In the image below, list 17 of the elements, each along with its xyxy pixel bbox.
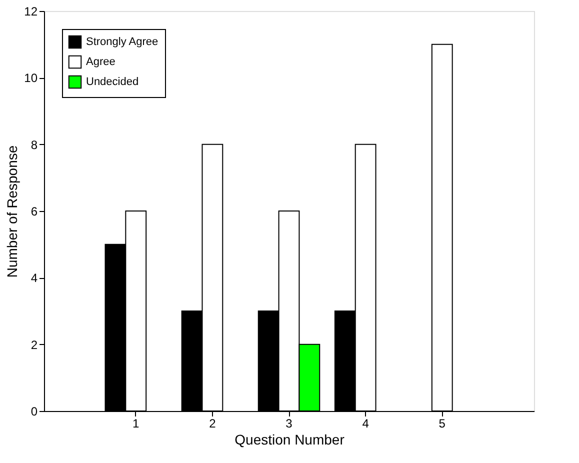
x-tick-label: 2 xyxy=(209,416,216,430)
y-tick-label: 0 xyxy=(30,404,38,418)
x-axis-title: Question Number xyxy=(234,432,345,448)
y-tick-label: 2 xyxy=(30,338,38,352)
y-tick-label: 6 xyxy=(30,204,38,218)
legend-label: Undecided xyxy=(86,76,139,88)
x-tick-label: 5 xyxy=(438,416,446,430)
y-tick-label: 12 xyxy=(24,4,38,18)
y-tick-label: 4 xyxy=(30,271,38,286)
y-tick-label: 10 xyxy=(24,71,38,86)
x-tick-label: 4 xyxy=(362,416,370,430)
y-axis-title: Number of Response xyxy=(4,145,20,278)
legend-label: Agree xyxy=(86,56,116,68)
x-tick-label: 3 xyxy=(286,416,293,430)
legend-label: Strongly Agree xyxy=(86,36,158,48)
x-tick-label: 1 xyxy=(132,416,140,430)
y-tick-label: 8 xyxy=(30,138,38,152)
